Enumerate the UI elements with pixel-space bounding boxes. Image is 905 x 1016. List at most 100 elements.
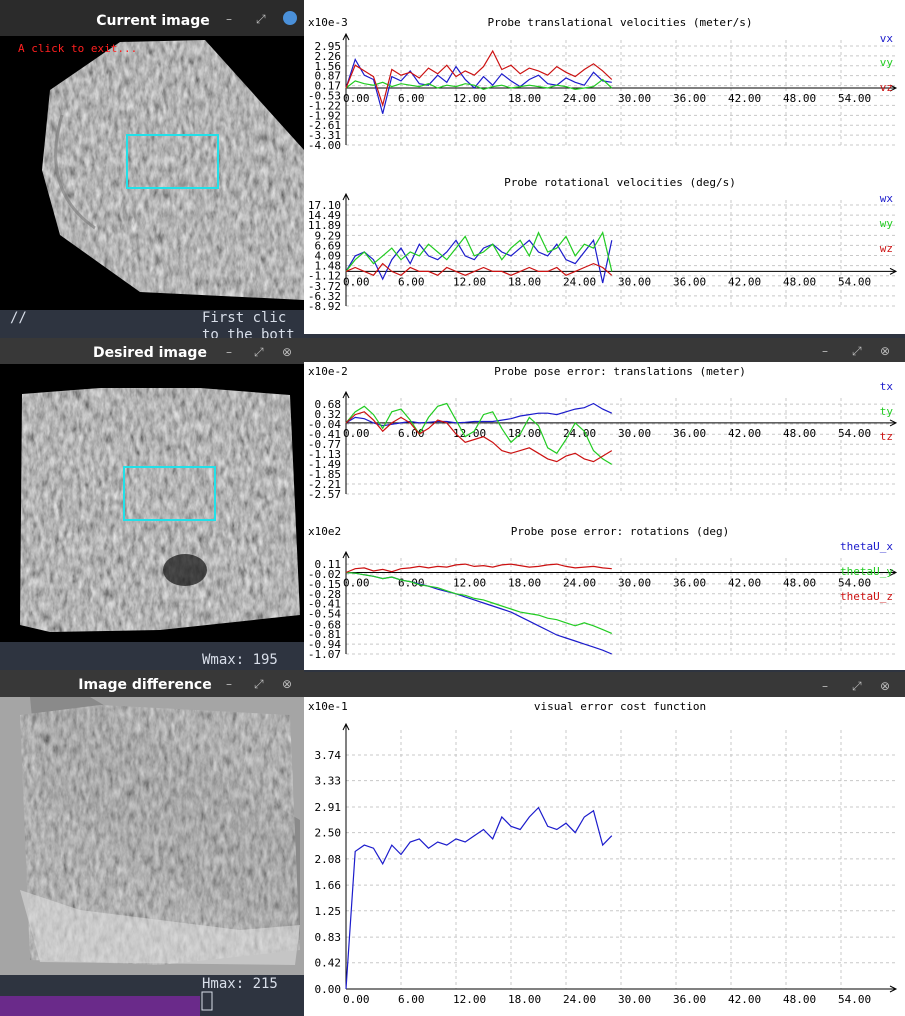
- y-tick-label: -0.28: [308, 588, 341, 601]
- window-title: Current image: [96, 13, 209, 29]
- data-line: [345, 49, 613, 108]
- y-tick-label: -8.92: [308, 300, 341, 313]
- legend-label: vz: [880, 81, 893, 94]
- y-tick-label: 9.29: [315, 229, 342, 242]
- y-tick-label: 2.50: [315, 827, 342, 840]
- legend-label: vx: [880, 32, 894, 45]
- y-tick-label: -1.22: [308, 99, 341, 112]
- x-tick-label: 6.00: [398, 92, 425, 105]
- minimize-button[interactable]: –: [822, 344, 828, 358]
- x-tick-label: 54.00: [838, 92, 871, 105]
- legend-label: tz: [880, 430, 893, 443]
- legend-label: wz: [880, 242, 893, 255]
- axis-arrow: [889, 985, 898, 993]
- y-tick-label: 17.10: [308, 199, 341, 212]
- axis-arrow: [889, 569, 898, 576]
- maximize-button[interactable]: ⤢: [253, 345, 264, 359]
- data-line: [345, 806, 613, 990]
- window-title: Desired image: [93, 345, 207, 361]
- y-tick-label: -3.31: [308, 129, 341, 142]
- axis-arrow: [342, 192, 350, 201]
- axis-arrow: [342, 390, 350, 399]
- x-tick-label: 6.00: [398, 275, 425, 288]
- y-tick-label: 3.33: [315, 775, 342, 788]
- terminal-line: //: [10, 310, 27, 326]
- y-tick-label: 3.74: [315, 749, 342, 762]
- plots: Probe translational velocities (meter/s)…: [308, 16, 898, 1006]
- chart-title: Probe rotational velocities (deg/s): [504, 176, 736, 189]
- minimize-button[interactable]: –: [226, 12, 232, 26]
- legend-label: thetaU_y: [840, 565, 893, 578]
- y-tick-label: 0.32: [315, 408, 342, 421]
- close-button[interactable]: ⊗: [282, 345, 292, 359]
- y-tick-label: 2.26: [315, 50, 342, 63]
- scale-label: x10e-1: [308, 700, 348, 713]
- maximize-button[interactable]: ⤢: [253, 677, 264, 691]
- y-tick-label: 6.69: [315, 239, 342, 252]
- x-tick-label: 12.00: [453, 92, 486, 105]
- cursor: [201, 991, 213, 1011]
- ultrasound-image: [20, 388, 300, 632]
- y-tick-label: 0.83: [315, 931, 342, 944]
- x-tick-label: 18.00: [508, 576, 541, 589]
- x-tick-label: 6.00: [398, 576, 425, 589]
- minimize-button[interactable]: –: [226, 345, 232, 359]
- x-tick-label: 48.00: [783, 576, 816, 589]
- y-tick-label: -0.94: [308, 638, 341, 651]
- x-tick-label: 48.00: [783, 427, 816, 440]
- x-tick-label: 42.00: [728, 92, 761, 105]
- minimize-button[interactable]: –: [822, 679, 828, 693]
- maximize-button[interactable]: ⤢: [255, 12, 266, 26]
- data-line: [345, 262, 613, 277]
- data-line: [345, 411, 613, 463]
- y-tick-label: -2.21: [308, 478, 341, 491]
- y-tick-label: -0.41: [308, 598, 341, 611]
- hint-text: A click to exit...: [18, 42, 137, 55]
- x-tick-label: 6.00: [398, 427, 425, 440]
- close-button[interactable]: ⊗: [880, 679, 890, 693]
- legend-label: wy: [880, 217, 894, 230]
- y-tick-label: -0.15: [308, 578, 341, 591]
- x-tick-label: 36.00: [673, 275, 706, 288]
- title-bar: [0, 338, 304, 364]
- close-button[interactable]: ⊗: [880, 344, 890, 358]
- title-bar: [0, 670, 304, 697]
- x-tick-label: 24.00: [563, 427, 596, 440]
- axis-arrow: [342, 550, 350, 559]
- data-line: [345, 563, 612, 574]
- maximize-button[interactable]: ⤢: [851, 679, 862, 693]
- x-tick-label: 0.00: [343, 275, 370, 288]
- minimize-button[interactable]: –: [226, 677, 232, 691]
- close-button[interactable]: ⊗: [282, 677, 292, 691]
- axis-arrow: [889, 267, 898, 275]
- y-tick-label: -1.49: [308, 458, 341, 471]
- x-tick-label: 30.00: [618, 576, 651, 589]
- y-tick-label: -6.32: [308, 290, 341, 303]
- taskbar: [0, 996, 200, 1016]
- x-tick-label: 24.00: [563, 576, 596, 589]
- axis-arrow: [342, 32, 350, 41]
- x-tick-label: 36.00: [673, 427, 706, 440]
- y-tick-label: -4.00: [308, 139, 341, 152]
- plot-window: [304, 697, 905, 1016]
- y-tick-label: 0.11: [315, 558, 342, 571]
- y-tick-label: 2.95: [315, 40, 342, 53]
- x-tick-label: 12.00: [453, 993, 486, 1006]
- x-tick-label: 30.00: [618, 92, 651, 105]
- data-line: [345, 58, 612, 114]
- x-tick-label: 42.00: [728, 275, 761, 288]
- x-tick-label: 54.00: [838, 993, 871, 1006]
- scale-label: x10e-3: [308, 16, 348, 29]
- x-tick-label: 36.00: [673, 576, 706, 589]
- chart-title: visual error cost function: [534, 700, 706, 713]
- y-tick-label: -1.13: [308, 448, 341, 461]
- y-tick-label: 1.66: [315, 879, 342, 892]
- maximize-button[interactable]: ⤢: [851, 344, 862, 358]
- y-tick-label: 2.91: [315, 801, 342, 814]
- close-button[interactable]: [283, 11, 297, 25]
- x-tick-label: 24.00: [563, 993, 596, 1006]
- y-tick-label: -1.92: [308, 109, 341, 122]
- x-tick-label: 12.00: [453, 576, 486, 589]
- data-line: [345, 402, 613, 465]
